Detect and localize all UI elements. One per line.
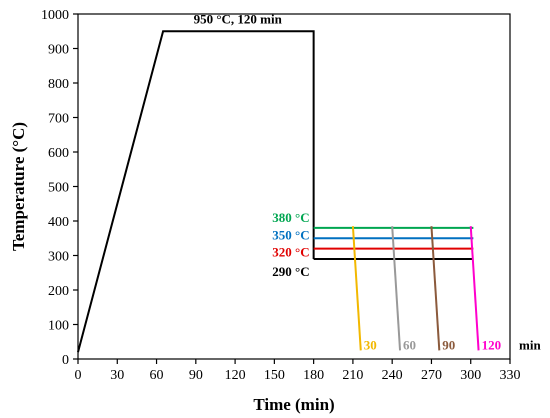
y-tick-label: 100 (48, 319, 69, 334)
x-tick-label: 240 (382, 368, 403, 383)
top-annotation: 950 °C, 120 min (194, 11, 283, 26)
quench-line (391, 226, 402, 351)
x-tick-label: 330 (500, 368, 521, 383)
x-axis-title: Time (min) (253, 395, 334, 414)
y-axis-title: Temperature (°C) (9, 122, 28, 251)
x-tick-label: 60 (150, 368, 164, 383)
quench-label: 60 (403, 337, 416, 352)
quench-label: 90 (442, 337, 455, 352)
x-tick-label: 180 (303, 368, 324, 383)
y-tick-label: 600 (48, 146, 69, 161)
y-tick-label: 300 (48, 250, 69, 265)
hold-label: 290 °C (272, 264, 309, 279)
main-profile-line (77, 30, 315, 353)
x-tick-label: 210 (342, 368, 363, 383)
y-tick-label: 800 (48, 77, 69, 92)
y-tick-label: 700 (48, 112, 69, 127)
y-tick-label: 500 (48, 181, 69, 196)
plot-frame (77, 13, 511, 360)
x-tick-label: 120 (225, 368, 246, 383)
quench-line (351, 226, 362, 351)
x-tick-label: 270 (421, 368, 442, 383)
quench-label: 30 (364, 337, 377, 352)
hold-label: 350 °C (272, 227, 309, 242)
hold-label: 380 °C (272, 210, 309, 225)
x-tick-label: 300 (460, 368, 481, 383)
quench-line (469, 226, 480, 351)
y-tick-label: 1000 (41, 8, 69, 23)
x-tick-label: 90 (189, 368, 203, 383)
x-tick-label: 150 (264, 368, 285, 383)
hold-label: 320 °C (272, 245, 309, 260)
y-tick-label: 0 (62, 353, 69, 368)
min-unit-label: min (519, 337, 541, 352)
quench-line (430, 226, 441, 351)
x-tick-label: 30 (110, 368, 124, 383)
quench-label: 120 (482, 337, 502, 352)
y-tick-label: 400 (48, 215, 69, 230)
x-tick-label: 0 (75, 368, 82, 383)
y-tick-label: 200 (48, 284, 69, 299)
y-tick-label: 900 (48, 43, 69, 58)
